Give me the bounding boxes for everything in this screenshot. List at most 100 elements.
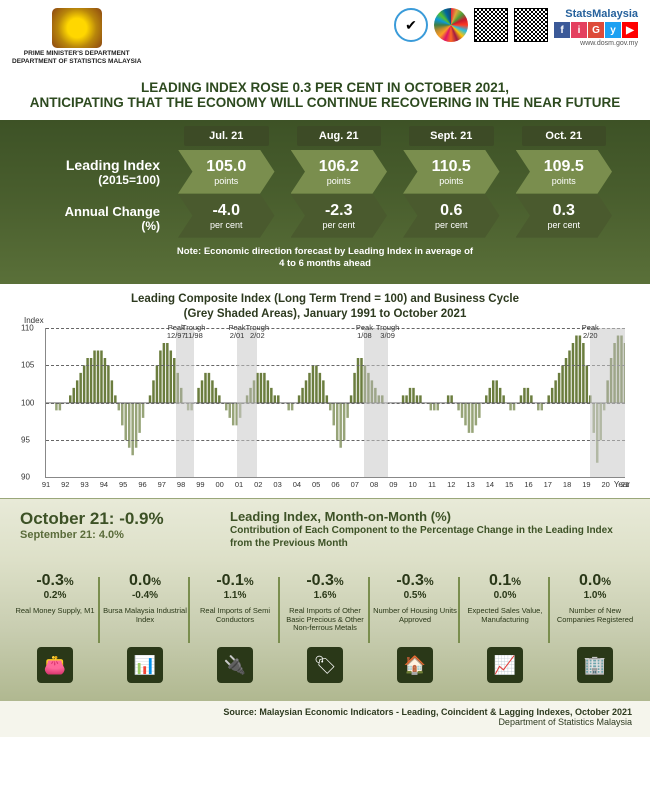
x-tick-label: 00 bbox=[216, 480, 224, 489]
stats-title: StatsMalaysia bbox=[565, 8, 638, 20]
recession-band bbox=[176, 328, 193, 477]
x-tick-label: 19 bbox=[582, 480, 590, 489]
component-value: 0.1% bbox=[462, 572, 548, 590]
component-label: Bursa Malaysia Industrial Index bbox=[102, 607, 188, 643]
component-icon: 📊 bbox=[127, 647, 163, 683]
points-chevron: 106.2points bbox=[283, 150, 396, 194]
mom-left: October 21: -0.9% September 21: 4.0% bbox=[20, 509, 210, 541]
x-tick-label: 08 bbox=[370, 480, 378, 489]
monthly-section: Jul. 21Aug. 21Sept. 21Oct. 21Leading Ind… bbox=[0, 120, 650, 285]
social-row: fiGy▶ bbox=[554, 22, 638, 38]
component-prev-value: 0.0% bbox=[462, 590, 548, 601]
x-tick-label: 20 bbox=[602, 480, 610, 489]
x-tick-label: 21 bbox=[621, 480, 629, 489]
title-line2: ANTICIPATING THAT THE ECONOMY WILL CONTI… bbox=[20, 95, 630, 110]
component-prev-value: 1.6% bbox=[282, 590, 368, 601]
component-item: 0.0% 1.0% Number of New Companies Regist… bbox=[550, 572, 640, 683]
x-tick-label: 12 bbox=[447, 480, 455, 489]
component-item: 0.0% -0.4% Bursa Malaysia Industrial Ind… bbox=[100, 572, 190, 683]
header: PRIME MINISTER'S DEPARTMENT DEPARTMENT O… bbox=[0, 0, 650, 74]
qr-code-2-icon bbox=[514, 8, 548, 42]
x-tick-label: 10 bbox=[409, 480, 417, 489]
change-chevron: -4.0per cent bbox=[170, 194, 283, 238]
social-icon: y bbox=[605, 22, 621, 38]
y-tick-label: 105 bbox=[21, 361, 34, 370]
peak-trough-label: Trough2/02 bbox=[246, 324, 270, 341]
x-tick-label: 97 bbox=[158, 480, 166, 489]
peak-trough-label: Trough11/98 bbox=[182, 324, 206, 341]
component-prev-value: 0.2% bbox=[12, 590, 98, 601]
component-label: Real Imports of Other Basic Precious & O… bbox=[282, 607, 368, 643]
dept-line1: PRIME MINISTER'S DEPARTMENT bbox=[12, 50, 141, 58]
social-icon: G bbox=[588, 22, 604, 38]
x-tick-label: 98 bbox=[177, 480, 185, 489]
month-header: Aug. 21 bbox=[297, 126, 382, 146]
component-icon: 👛 bbox=[37, 647, 73, 683]
crest-block: PRIME MINISTER'S DEPARTMENT DEPARTMENT O… bbox=[12, 8, 141, 66]
components-row: -0.3% 0.2% Real Money Supply, M1 👛 0.0% … bbox=[0, 560, 650, 701]
component-label: Real Money Supply, M1 bbox=[12, 607, 98, 643]
mom-right: Leading Index, Month-on-Month (%) Contri… bbox=[230, 509, 630, 550]
recession-band bbox=[364, 328, 387, 477]
x-tick-label: 05 bbox=[312, 480, 320, 489]
x-tick-label: 96 bbox=[138, 480, 146, 489]
y-tick-label: 90 bbox=[21, 473, 30, 482]
footer: Source: Malaysian Economic Indicators - … bbox=[0, 701, 650, 737]
x-tick-label: 02 bbox=[254, 480, 262, 489]
annual-change-label: Annual Change(%) bbox=[10, 198, 170, 233]
component-value: -0.3% bbox=[282, 572, 368, 590]
points-chevron: 110.5points bbox=[395, 150, 508, 194]
dept-line2: DEPARTMENT OF STATISTICS MALAYSIA bbox=[12, 58, 141, 66]
x-tick-label: 99 bbox=[196, 480, 204, 489]
component-item: -0.3% 0.5% Number of Housing Units Appro… bbox=[370, 572, 460, 683]
chart-section: Leading Composite Index (Long Term Trend… bbox=[0, 284, 650, 498]
component-icon: 🏷 bbox=[307, 647, 343, 683]
component-value: 0.0% bbox=[102, 572, 188, 590]
social-icon: ▶ bbox=[622, 22, 638, 38]
mom-subtitle: Contribution of Each Component to the Pe… bbox=[230, 524, 630, 550]
recession-band bbox=[237, 328, 257, 477]
monthly-note: Note: Economic direction forecast by Lea… bbox=[0, 246, 650, 271]
leading-index-label: Leading Index(2015=100) bbox=[10, 157, 170, 187]
x-tick-label: 07 bbox=[351, 480, 359, 489]
component-value: 0.0% bbox=[552, 572, 638, 590]
change-chevron: 0.3per cent bbox=[508, 194, 621, 238]
component-icon: 🏢 bbox=[577, 647, 613, 683]
qr-code-1-icon bbox=[474, 8, 508, 42]
x-tick-label: 13 bbox=[466, 480, 474, 489]
header-logos: ✔ StatsMalaysia fiGy▶ www.dosm.gov.my bbox=[394, 8, 638, 47]
x-tick-label: 14 bbox=[486, 480, 494, 489]
component-item: -0.3% 1.6% Real Imports of Other Basic P… bbox=[280, 572, 370, 683]
footer-source: Source: Malaysian Economic Indicators - … bbox=[18, 707, 632, 717]
x-tick-label: 93 bbox=[80, 480, 88, 489]
social-icon: i bbox=[571, 22, 587, 38]
x-tick-label: 95 bbox=[119, 480, 127, 489]
x-tick-label: 15 bbox=[505, 480, 513, 489]
chart-box: Index Year 90951001051109192939495969798… bbox=[45, 328, 625, 478]
x-tick-label: 18 bbox=[563, 480, 571, 489]
peak-trough-label: Peak2/01 bbox=[229, 324, 246, 341]
footer-dept: Department of Statistics Malaysia bbox=[18, 717, 632, 727]
points-chevron: 105.0points bbox=[170, 150, 283, 194]
change-chevron: -2.3per cent bbox=[283, 194, 396, 238]
x-tick-label: 94 bbox=[100, 480, 108, 489]
month-header: Sept. 21 bbox=[409, 126, 494, 146]
gridline bbox=[46, 440, 625, 441]
component-item: -0.3% 0.2% Real Money Supply, M1 👛 bbox=[10, 572, 100, 683]
component-icon: 📈 bbox=[487, 647, 523, 683]
component-label: Real Imports of Semi Conductors bbox=[192, 607, 278, 643]
x-tick-label: 06 bbox=[331, 480, 339, 489]
national-crest-icon bbox=[52, 8, 102, 48]
component-value: -0.1% bbox=[192, 572, 278, 590]
component-label: Expected Sales Value, Manufacturing bbox=[462, 607, 548, 643]
mom-section: October 21: -0.9% September 21: 4.0% Lea… bbox=[0, 498, 650, 560]
x-tick-label: 09 bbox=[389, 480, 397, 489]
y-tick-label: 100 bbox=[21, 398, 34, 407]
component-icon: 🏠 bbox=[397, 647, 433, 683]
component-label: Number of New Companies Registered bbox=[552, 607, 638, 643]
y-tick-label: 95 bbox=[21, 435, 30, 444]
mom-prev: September 21: 4.0% bbox=[20, 529, 210, 541]
component-value: -0.3% bbox=[12, 572, 98, 590]
social-icon: f bbox=[554, 22, 570, 38]
points-chevron: 109.5points bbox=[508, 150, 621, 194]
